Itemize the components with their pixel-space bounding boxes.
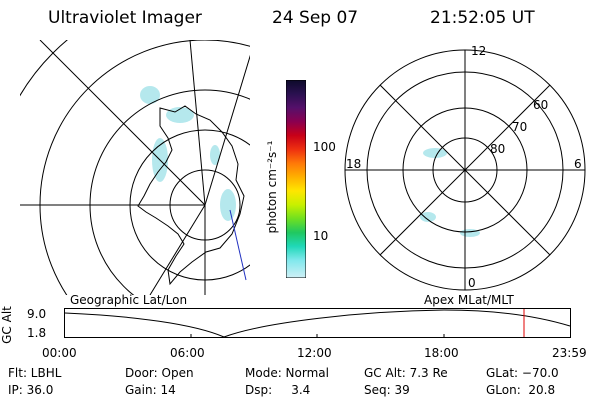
geographic-image (20, 40, 250, 295)
timeline-y-max: 9.0 (27, 307, 47, 321)
time-tick-1: 06:00 (170, 346, 205, 360)
auroral-emission (140, 86, 236, 221)
geo-caption: Geographic Lat/Lon (70, 293, 188, 307)
info-dsp: Dsp: 3.4 (245, 383, 311, 397)
info-gain: Gain: 14 (125, 383, 176, 397)
instrument-title: Ultraviolet Imager (48, 8, 202, 28)
mlt-label-right: 6 (574, 157, 582, 171)
time-tick-2: 12:00 (297, 346, 332, 360)
colorbar-gradient (285, 79, 307, 279)
mlt-label-left: 18 (346, 157, 362, 171)
lat-label-60: 60 (533, 98, 549, 112)
terminator-line (229, 209, 247, 281)
lat-label-80: 80 (490, 142, 506, 156)
polar-plot (344, 49, 586, 291)
latitude-grid (20, 40, 250, 295)
mlt-label-top: 12 (471, 44, 487, 58)
coastline (137, 105, 245, 286)
colorbar (285, 79, 307, 279)
time-tick-0: 00:00 (42, 346, 77, 360)
info-gc-alt: GC Alt: 7.3 Re (364, 366, 448, 380)
info-door: Door: Open (125, 366, 194, 380)
info-mode: Mode: Normal (245, 366, 329, 380)
observation-time: 21:52:05 UT (430, 8, 535, 28)
info-glon: GLon: 20.8 (486, 383, 556, 397)
lat-label-70: 70 (512, 120, 528, 134)
polar-spokes (345, 50, 585, 290)
info-glat: GLat: −70.0 (486, 366, 559, 380)
info-seq: Seq: 39 (364, 383, 410, 397)
timeline-y-min: 1.8 (27, 326, 47, 340)
polar-auroral-emission (420, 148, 480, 237)
colorbar-tick-10: 10 (313, 229, 329, 243)
info-ip: IP: 36.0 (8, 383, 54, 397)
meridian-grid (20, 40, 250, 295)
polar-caption: Apex MLat/MLT (424, 293, 514, 307)
altitude-curve (64, 309, 571, 338)
colorbar-unit-label: photon cm⁻²s⁻¹ (265, 140, 279, 234)
observation-date: 24 Sep 07 (272, 8, 359, 28)
mlt-label-bottom: 0 (468, 276, 476, 290)
timeline-plot (64, 308, 571, 338)
time-tick-4: 23:59 (552, 346, 587, 360)
colorbar-tick-100: 100 (313, 140, 336, 154)
timeline-axis-label: GC Alt (0, 306, 14, 344)
info-filter: Flt: LBHL (8, 366, 62, 380)
time-tick-3: 18:00 (424, 346, 459, 360)
